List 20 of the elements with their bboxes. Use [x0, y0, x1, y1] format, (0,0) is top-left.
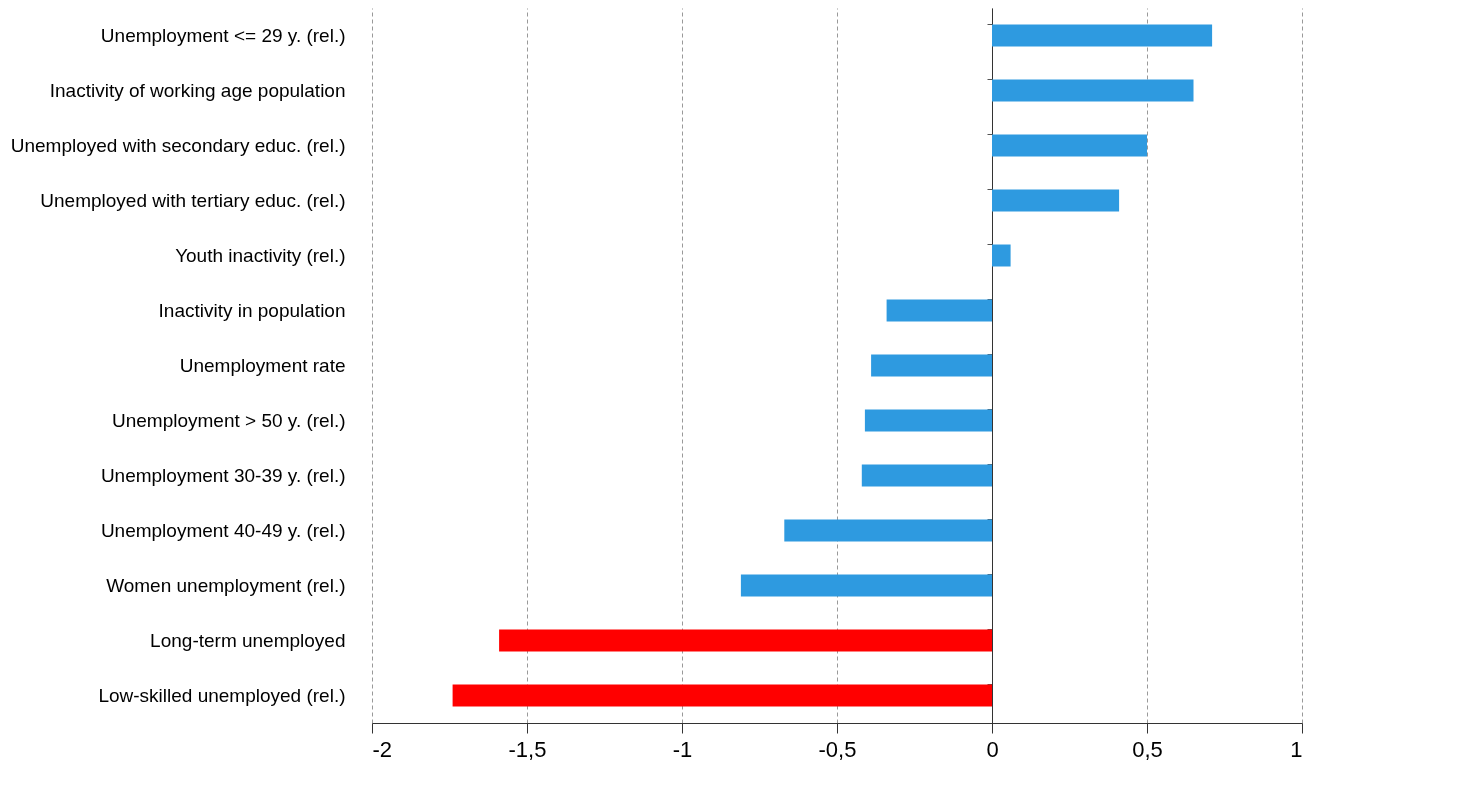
y-tick-label: Women unemployment (rel.): [106, 574, 346, 596]
x-tick-label: -1,5: [508, 736, 547, 762]
y-tick-label: Unemployment <= 29 y. (rel.): [100, 24, 346, 46]
y-tick-label: Unemployed with tertiary educ. (rel.): [40, 189, 346, 211]
x-tick-label: -0,5: [818, 736, 857, 762]
y-tick-label: Inactivity of working age population: [49, 79, 346, 101]
x-tick-label: 0: [986, 736, 999, 762]
y-tick-label: Long-term unemployed: [150, 629, 346, 651]
y-tick-label: Youth inactivity (rel.): [175, 244, 346, 266]
y-tick-label: Low-skilled unemployed (rel.): [98, 684, 346, 706]
x-tick-label: 1: [1290, 736, 1303, 762]
y-tick-label: Unemployment rate: [179, 354, 346, 376]
y-tick-label: Unemployment 40-49 y. (rel.): [100, 519, 346, 541]
y-tick-label: Unemployed with secondary educ. (rel.): [10, 134, 346, 156]
y-tick-label: Unemployment > 50 y. (rel.): [111, 409, 346, 431]
x-tick-label: -1: [672, 736, 693, 762]
x-tick-label: 0,5: [1132, 736, 1163, 762]
x-tick-label: -2: [372, 736, 393, 762]
y-tick-label: Inactivity in population: [158, 299, 346, 321]
y-tick-label: Unemployment 30-39 y. (rel.): [100, 464, 346, 486]
